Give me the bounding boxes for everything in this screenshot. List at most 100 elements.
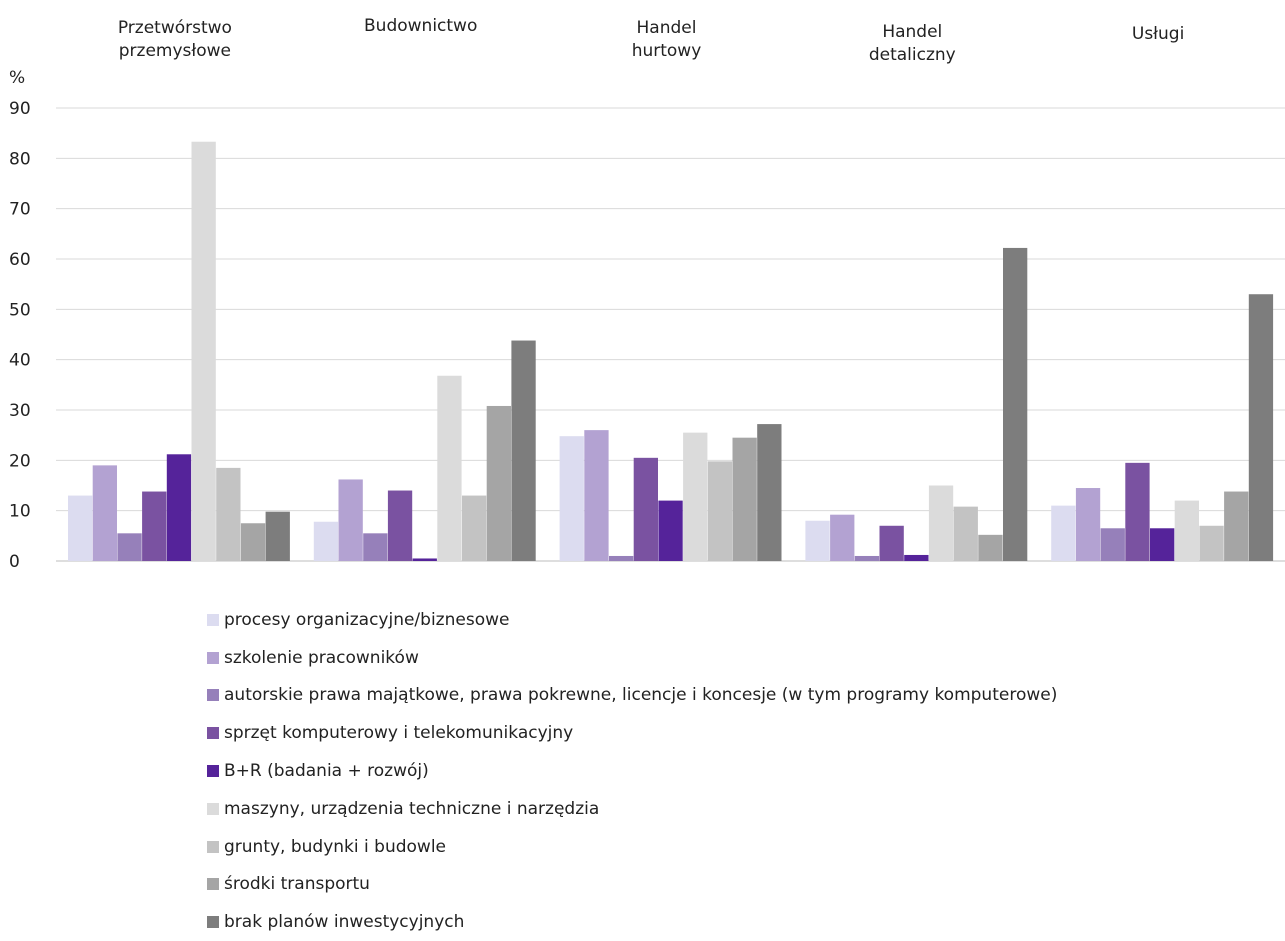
legend-item: B+R (badania + rozwój) xyxy=(207,752,1057,790)
bar xyxy=(1100,528,1125,561)
bar xyxy=(1150,528,1175,561)
bar xyxy=(68,495,93,561)
bar xyxy=(437,375,462,561)
legend-swatch xyxy=(207,689,219,702)
bar xyxy=(658,500,683,561)
y-tick-label: 40 xyxy=(9,351,31,371)
bar xyxy=(683,432,708,561)
legend-label: środki transportu xyxy=(224,874,370,895)
bar xyxy=(879,525,904,561)
legend-item: szkolenie pracowników xyxy=(207,639,1057,677)
y-tick-label: 30 xyxy=(9,401,31,421)
bar xyxy=(240,523,266,561)
gridlines xyxy=(56,107,1285,562)
bar xyxy=(92,465,117,561)
legend-swatch xyxy=(207,878,219,891)
y-tick-label: 60 xyxy=(9,250,31,270)
bar xyxy=(313,521,339,561)
y-tick-label: 50 xyxy=(9,300,31,320)
category-label: Przetwórstwo przemysłowe xyxy=(118,18,232,61)
legend-label: sprzęt komputerowy i telekomunikacyjny xyxy=(224,723,574,744)
bar xyxy=(854,555,880,561)
category-label-line: hurtowy xyxy=(632,41,702,61)
bar xyxy=(1075,488,1101,561)
legend-swatch xyxy=(207,765,219,778)
legend-item: grunty, budynki i budowle xyxy=(207,828,1057,866)
bars xyxy=(68,141,1274,561)
legend-label: brak planów inwestycyjnych xyxy=(224,912,465,933)
bar xyxy=(1051,505,1076,561)
legend-swatch xyxy=(207,651,219,664)
bar xyxy=(1125,462,1150,561)
legend-item: sprzęt komputerowy i telekomunikacyjny xyxy=(207,714,1057,752)
category-label-line: przemysłowe xyxy=(119,41,231,61)
category-label: Handel detaliczny xyxy=(869,22,956,65)
bar xyxy=(707,461,733,561)
category-label: Usługi xyxy=(1132,24,1184,44)
legend-item: procesy organizacyjne/biznesowe xyxy=(207,601,1057,639)
legend-label: szkolenie pracowników xyxy=(224,647,419,668)
bar xyxy=(387,490,413,561)
bar xyxy=(166,454,192,561)
y-tick-label: 20 xyxy=(9,451,31,471)
category-label-line: detaliczny xyxy=(869,45,956,65)
bar xyxy=(142,491,167,561)
y-tick-label: 10 xyxy=(9,502,31,522)
bar xyxy=(805,520,830,561)
bar xyxy=(584,430,609,561)
bar xyxy=(1248,294,1274,561)
bar xyxy=(1003,247,1028,561)
bar xyxy=(511,340,536,561)
legend-swatch xyxy=(207,840,219,853)
y-tick-label: 90 xyxy=(9,99,31,119)
bar xyxy=(904,554,929,561)
bar xyxy=(978,534,1003,561)
chart: 0 10 20 30 40 50 60 70 80 90 Przetwórstwo przemysł… xyxy=(9,16,1285,572)
y-axis-ticks: 0 10 20 30 40 50 60 70 80 90 xyxy=(9,99,31,572)
bar xyxy=(363,533,388,561)
bar xyxy=(609,555,634,561)
y-axis-unit: % xyxy=(9,68,25,88)
bar xyxy=(732,437,757,561)
category-label: Handel hurtowy xyxy=(632,18,702,61)
legend-label: B+R (badania + rozwój) xyxy=(224,761,429,782)
category-labels: Przetwórstwo przemysłowe Budownictwo Handel… xyxy=(118,16,1184,65)
bar xyxy=(757,424,782,561)
category-label-line: Usługi xyxy=(1132,24,1184,44)
category-label: Budownictwo xyxy=(364,16,477,36)
legend-item: brak planów inwestycyjnych xyxy=(207,903,1057,941)
bar xyxy=(830,514,855,561)
legend-label: autorskie prawa majątkowe, prawa pokrewn… xyxy=(224,685,1058,706)
legend: procesy organizacyjne/biznesowe szkolenie… xyxy=(207,601,1057,941)
legend-swatch xyxy=(207,613,219,626)
bar xyxy=(462,495,487,561)
y-tick-label: 0 xyxy=(9,552,20,572)
bar xyxy=(216,467,241,561)
legend-label: grunty, budynki i budowle xyxy=(224,836,446,857)
bar xyxy=(928,485,954,561)
bar xyxy=(117,533,142,561)
legend-swatch xyxy=(207,802,219,815)
y-tick-label: 80 xyxy=(9,149,31,169)
legend-swatch xyxy=(207,727,219,740)
legend-item: środki transportu xyxy=(207,866,1057,904)
legend-label: maszyny, urządzenia techniczne i narzędz… xyxy=(224,798,600,819)
bar xyxy=(1174,500,1199,561)
bar xyxy=(953,506,978,561)
bar xyxy=(191,141,216,561)
bar xyxy=(486,405,511,561)
y-tick-label: 70 xyxy=(9,200,31,220)
bar xyxy=(338,479,363,561)
legend-item: maszyny, urządzenia techniczne i narzędz… xyxy=(207,790,1057,828)
category-label-line: Przetwórstwo xyxy=(118,18,232,38)
bar xyxy=(412,558,437,561)
category-label-line: Handel xyxy=(637,18,697,38)
category-label-line: Budownictwo xyxy=(364,16,477,36)
bar xyxy=(633,457,658,561)
bar xyxy=(1199,525,1224,561)
legend-swatch xyxy=(207,916,219,929)
legend-label: procesy organizacyjne/biznesowe xyxy=(224,609,510,630)
bar xyxy=(1224,491,1249,561)
bar xyxy=(265,511,290,561)
bar xyxy=(559,436,584,561)
